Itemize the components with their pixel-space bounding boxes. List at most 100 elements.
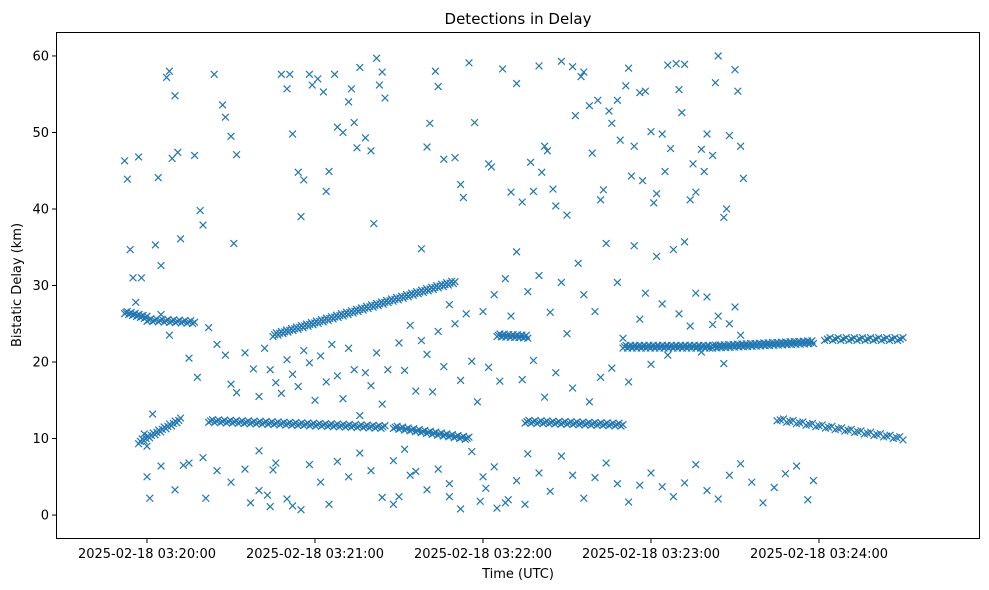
data-point-715 xyxy=(691,188,700,196)
data-point-790 xyxy=(540,393,549,402)
x-axis-label: Time (UTC) xyxy=(481,567,554,582)
data-point-692 xyxy=(607,119,616,128)
data-point-625 xyxy=(305,70,314,79)
data-point-627 xyxy=(313,75,322,83)
data-point-664 xyxy=(487,163,496,171)
data-point-737 xyxy=(232,388,241,397)
data-point-670 xyxy=(518,198,527,206)
data-point-629 xyxy=(322,187,331,196)
data-point-656 xyxy=(451,153,459,162)
data-point-813 xyxy=(669,245,678,254)
data-point-761 xyxy=(372,349,381,357)
data-point-821 xyxy=(714,312,723,320)
data-point-815 xyxy=(680,238,689,246)
data-point-641 xyxy=(369,219,378,228)
data-point-803 xyxy=(613,278,622,287)
data-point-856 xyxy=(490,463,499,471)
data-point-755 xyxy=(339,394,347,403)
data-point-852 xyxy=(445,479,454,488)
data-point-718 xyxy=(703,130,711,138)
data-point-756 xyxy=(344,344,353,353)
data-point-885 xyxy=(809,476,818,485)
data-point-603 xyxy=(190,151,199,160)
data-point-587 xyxy=(134,153,143,161)
data-point-838 xyxy=(297,505,305,514)
data-point-693 xyxy=(613,96,622,105)
data-point-750 xyxy=(311,396,319,405)
data-point-642 xyxy=(372,54,381,63)
data-point-802 xyxy=(607,364,616,372)
data-point-876 xyxy=(714,495,723,503)
data-point-602 xyxy=(179,461,188,470)
data-point-583 xyxy=(123,175,132,183)
data-point-807 xyxy=(635,315,644,323)
data-point-870 xyxy=(647,469,655,477)
data-point-834 xyxy=(255,446,263,455)
data-point-624 xyxy=(299,176,308,184)
data-point-827 xyxy=(157,462,165,470)
data-point-847 xyxy=(389,456,398,465)
data-point-307 xyxy=(523,334,532,342)
data-point-655 xyxy=(445,492,454,501)
y-tick-label-5: 50 xyxy=(32,126,49,141)
data-point-606 xyxy=(201,494,210,503)
data-point-796 xyxy=(574,259,583,268)
y-tick-label-6: 60 xyxy=(32,49,49,64)
data-point-595 xyxy=(157,261,165,270)
data-point-637 xyxy=(353,143,361,152)
y-tick-label-0: 0 xyxy=(41,509,49,524)
data-point-732 xyxy=(193,373,202,382)
data-point-635 xyxy=(347,85,356,93)
data-point-779 xyxy=(479,307,487,316)
data-point-795 xyxy=(568,384,577,392)
data-point-853 xyxy=(456,505,465,513)
data-point-749 xyxy=(305,358,314,367)
data-point-725 xyxy=(731,65,739,74)
data-point-799 xyxy=(591,307,599,316)
data-point-585 xyxy=(129,274,137,282)
data-point-837 xyxy=(288,502,297,510)
data-point-517 xyxy=(899,333,907,342)
y-tick-label-4: 40 xyxy=(32,202,49,217)
data-point-793 xyxy=(557,278,566,287)
data-point-772 xyxy=(439,362,448,371)
data-point-639 xyxy=(361,134,370,142)
data-point-678 xyxy=(549,185,557,193)
data-point-742 xyxy=(266,365,275,374)
data-point-636 xyxy=(350,118,359,127)
data-point-619 xyxy=(283,85,291,93)
data-point-697 xyxy=(627,172,636,180)
data-point-873 xyxy=(680,479,689,487)
data-point-633 xyxy=(339,128,347,137)
data-point-660 xyxy=(470,118,479,127)
data-point-590 xyxy=(143,442,151,451)
data-point-745 xyxy=(283,355,291,364)
data-point-674 xyxy=(535,62,543,70)
data-point-808 xyxy=(641,289,650,297)
data-point-864 xyxy=(579,494,588,503)
data-point-704 xyxy=(652,189,661,198)
data-point-784 xyxy=(507,312,515,320)
data-point-599 xyxy=(171,91,179,100)
data-point-882 xyxy=(781,469,790,478)
data-point-809 xyxy=(647,360,655,369)
data-point-830 xyxy=(199,453,207,462)
data-point-643 xyxy=(375,81,384,89)
data-point-662 xyxy=(481,484,490,493)
data-point-735 xyxy=(221,351,230,359)
data-point-701 xyxy=(641,87,650,95)
data-point-824 xyxy=(731,303,739,311)
data-point-649 xyxy=(417,244,426,253)
data-point-650 xyxy=(423,143,431,151)
data-point-759 xyxy=(361,368,370,377)
data-point-647 xyxy=(395,492,403,501)
data-point-781 xyxy=(490,290,499,299)
data-point-730 xyxy=(165,331,174,340)
data-point-658 xyxy=(459,193,468,202)
data-point-591 xyxy=(145,494,154,503)
data-point-794 xyxy=(563,329,571,338)
data-point-651 xyxy=(425,119,434,128)
data-point-702 xyxy=(647,127,655,136)
data-point-712 xyxy=(680,60,689,69)
